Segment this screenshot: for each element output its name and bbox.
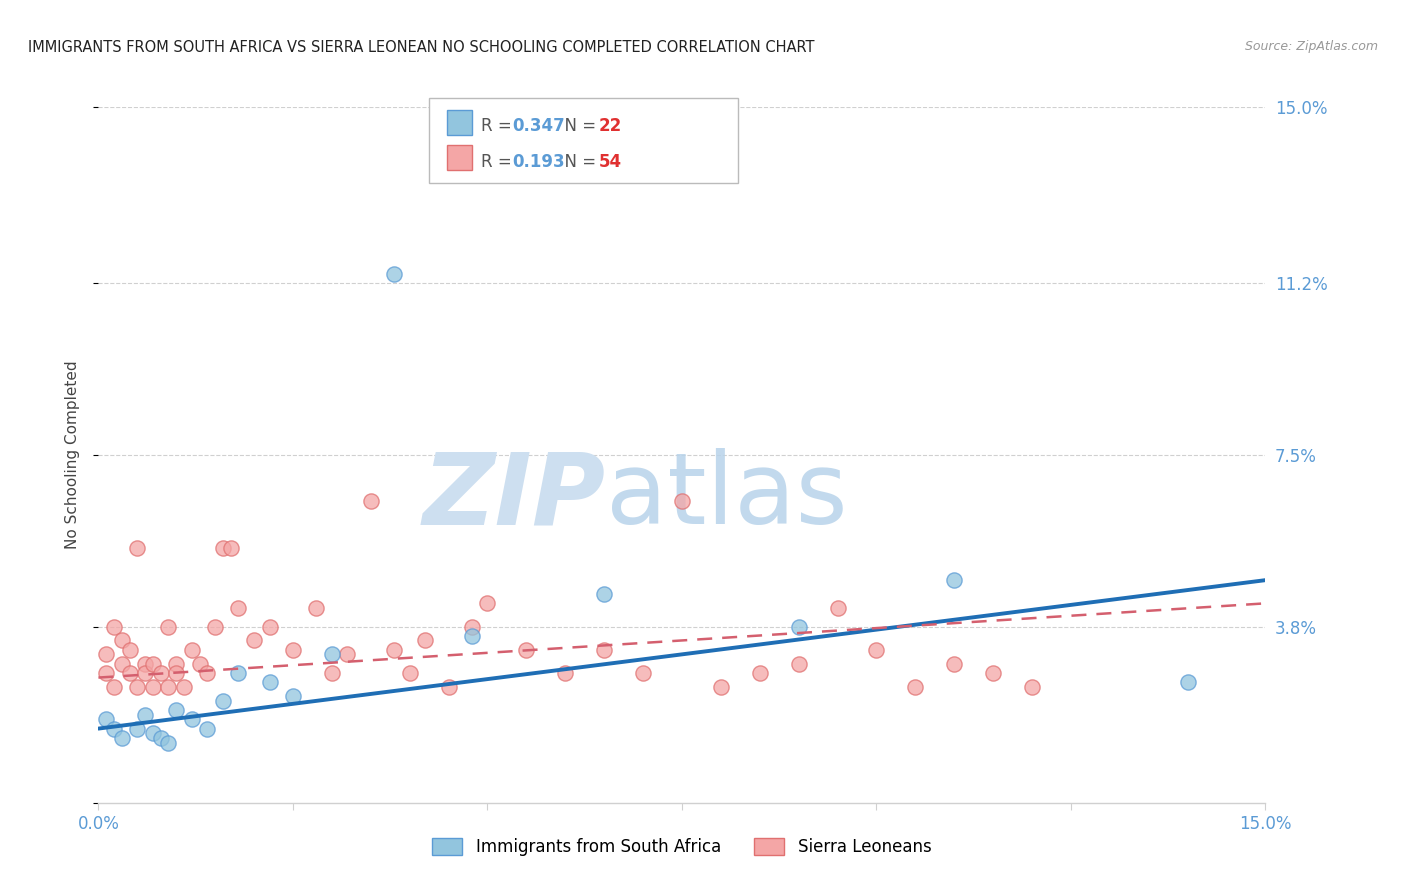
Text: R =: R = [481,117,517,135]
Point [281,642,304,657]
Point [593,587,616,601]
Point [157,619,180,633]
Point [321,665,343,680]
Point [461,629,484,643]
Point [165,657,187,671]
Point [142,726,165,740]
Point [827,601,849,615]
Point [281,689,304,703]
Point [398,665,420,680]
Point [127,680,149,694]
Text: ZIP: ZIP [423,448,606,545]
Point [477,596,499,610]
Text: N =: N = [554,153,602,170]
Point [382,642,405,657]
Point [360,494,382,508]
Point [118,642,141,657]
Point [305,601,328,615]
Point [904,680,927,694]
Point [321,648,343,662]
Point [96,648,118,662]
Point [943,657,966,671]
Point [219,541,242,555]
Point [127,722,149,736]
Point [173,680,195,694]
Point [134,657,156,671]
Point [413,633,436,648]
Point [142,657,165,671]
Point [787,657,810,671]
Point [631,665,654,680]
Point [103,680,125,694]
Point [134,665,156,680]
Text: 0.347: 0.347 [512,117,565,135]
Point [748,665,770,680]
Point [165,703,187,717]
Point [157,735,180,749]
Point [259,675,281,690]
Point [195,722,218,736]
Point [127,541,149,555]
Point [228,601,250,615]
Point [195,665,218,680]
Point [243,633,266,648]
Point [188,657,211,671]
Point [212,541,235,555]
Point [382,267,405,281]
Point [228,665,250,680]
Point [134,707,156,722]
Point [1177,675,1199,690]
Point [1021,680,1043,694]
Point [96,712,118,726]
Y-axis label: No Schooling Completed: No Schooling Completed [65,360,80,549]
Text: 54: 54 [599,153,621,170]
Point [515,642,537,657]
Point [180,642,202,657]
Text: atlas: atlas [606,448,848,545]
Point [593,642,616,657]
Text: IMMIGRANTS FROM SOUTH AFRICA VS SIERRA LEONEAN NO SCHOOLING COMPLETED CORRELATIO: IMMIGRANTS FROM SOUTH AFRICA VS SIERRA L… [28,40,814,55]
Point [865,642,887,657]
Text: R =: R = [481,153,517,170]
Point [165,665,187,680]
Point [111,657,134,671]
Point [149,665,172,680]
Point [204,619,226,633]
Point [671,494,693,508]
Point [111,633,134,648]
Text: 0.193: 0.193 [512,153,564,170]
Point [149,731,172,745]
Point [943,573,966,587]
Point [981,665,1004,680]
Point [118,665,141,680]
Point [96,665,118,680]
Point [336,648,359,662]
Legend: Immigrants from South Africa, Sierra Leoneans: Immigrants from South Africa, Sierra Leo… [425,830,939,864]
Point [437,680,460,694]
Point [554,665,576,680]
Point [461,619,484,633]
Point [103,619,125,633]
Point [212,694,235,708]
Text: N =: N = [554,117,602,135]
Text: 22: 22 [599,117,623,135]
Point [710,680,733,694]
Point [111,731,134,745]
Point [103,722,125,736]
Text: Source: ZipAtlas.com: Source: ZipAtlas.com [1244,40,1378,54]
Point [259,619,281,633]
Point [180,712,202,726]
Point [787,619,810,633]
Point [157,680,180,694]
Point [142,680,165,694]
